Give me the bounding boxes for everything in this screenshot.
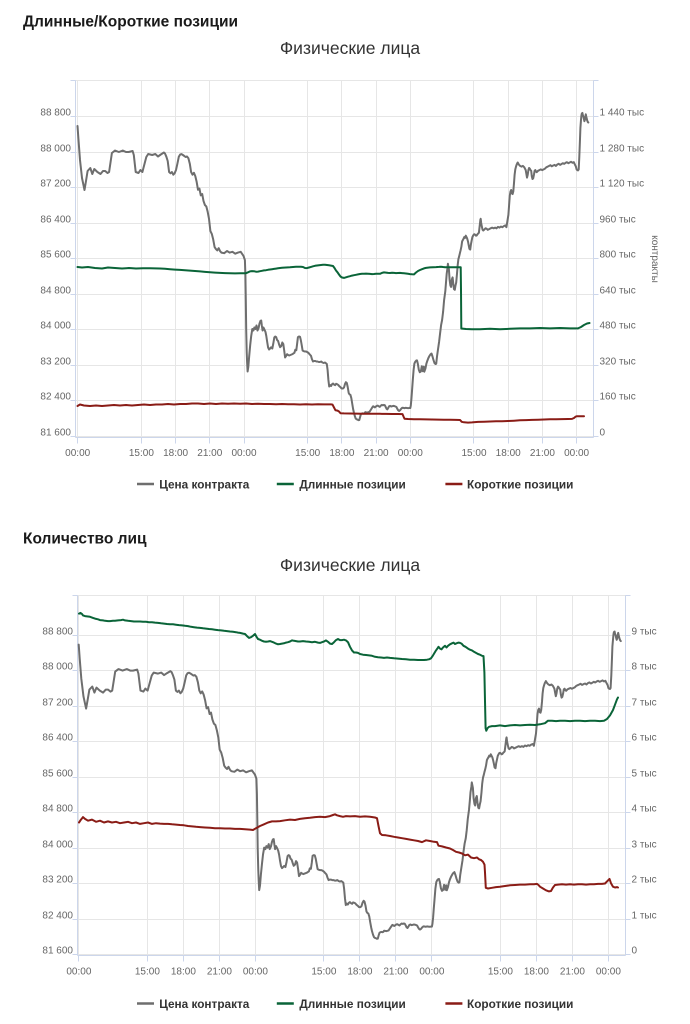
svg-text:15:00: 15:00 [129, 448, 154, 459]
svg-text:18:00: 18:00 [329, 448, 354, 459]
svg-text:15:00: 15:00 [135, 967, 160, 978]
svg-text:21:00: 21:00 [197, 448, 222, 459]
svg-text:Цена контракта: Цена контракта [159, 997, 250, 1011]
svg-text:320 тыс: 320 тыс [600, 357, 636, 368]
svg-text:21:00: 21:00 [560, 967, 585, 978]
svg-text:88 800: 88 800 [42, 627, 73, 638]
svg-text:3 тыс: 3 тыс [632, 840, 657, 851]
svg-text:1 440 тыс: 1 440 тыс [600, 108, 645, 119]
svg-text:1 280 тыс: 1 280 тыс [600, 144, 645, 155]
svg-text:Цена контракта: Цена контракта [159, 477, 250, 491]
svg-text:0: 0 [600, 428, 606, 439]
svg-text:84 800: 84 800 [40, 286, 71, 297]
svg-text:5 тыс: 5 тыс [632, 769, 657, 780]
svg-text:21:00: 21:00 [364, 448, 389, 459]
svg-text:88 800: 88 800 [40, 108, 71, 119]
svg-text:87 200: 87 200 [40, 179, 71, 190]
svg-text:00:00: 00:00 [564, 448, 589, 459]
svg-text:87 200: 87 200 [42, 698, 73, 709]
svg-text:640 тыс: 640 тыс [600, 286, 636, 297]
svg-text:83 200: 83 200 [42, 875, 73, 886]
svg-text:00:00: 00:00 [596, 967, 621, 978]
svg-text:00:00: 00:00 [231, 448, 256, 459]
svg-text:82 400: 82 400 [40, 392, 71, 403]
svg-text:18:00: 18:00 [496, 448, 521, 459]
svg-text:Длинные/Короткие позиции: Длинные/Короткие позиции [23, 14, 238, 31]
svg-text:контракты: контракты [649, 235, 660, 283]
svg-text:Короткие позиции: Короткие позиции [467, 477, 573, 491]
svg-text:15:00: 15:00 [295, 448, 320, 459]
svg-text:18:00: 18:00 [347, 967, 372, 978]
svg-text:00:00: 00:00 [398, 448, 423, 459]
svg-text:84 000: 84 000 [42, 840, 73, 851]
svg-text:81 600: 81 600 [42, 946, 73, 957]
svg-text:Физические лица: Физические лица [280, 555, 421, 575]
svg-text:84 800: 84 800 [42, 804, 73, 815]
svg-text:480 тыс: 480 тыс [600, 321, 636, 332]
svg-text:Короткие позиции: Короткие позиции [467, 997, 573, 1011]
svg-text:960 тыс: 960 тыс [600, 215, 636, 226]
svg-text:82 400: 82 400 [42, 911, 73, 922]
svg-text:18:00: 18:00 [163, 448, 188, 459]
svg-text:0: 0 [632, 946, 638, 957]
svg-text:21:00: 21:00 [207, 967, 232, 978]
svg-text:Длинные позиции: Длинные позиции [299, 997, 405, 1011]
svg-text:Количество лиц: Количество лиц [23, 531, 147, 548]
svg-text:15:00: 15:00 [461, 448, 486, 459]
svg-text:88 000: 88 000 [40, 144, 71, 155]
svg-text:15:00: 15:00 [488, 967, 513, 978]
svg-text:1 тыс: 1 тыс [632, 911, 657, 922]
svg-text:86 400: 86 400 [42, 733, 73, 744]
svg-text:18:00: 18:00 [524, 967, 549, 978]
svg-text:21:00: 21:00 [530, 448, 555, 459]
svg-text:86 400: 86 400 [40, 215, 71, 226]
svg-text:9 тыс: 9 тыс [632, 627, 657, 638]
svg-text:1 120 тыс: 1 120 тыс [600, 179, 645, 190]
svg-text:2 тыс: 2 тыс [632, 875, 657, 886]
svg-text:Физические лица: Физические лица [280, 38, 421, 58]
svg-text:6 тыс: 6 тыс [632, 733, 657, 744]
svg-text:160 тыс: 160 тыс [600, 392, 636, 403]
svg-text:81 600: 81 600 [40, 428, 71, 439]
svg-text:00:00: 00:00 [419, 967, 444, 978]
svg-text:85 600: 85 600 [42, 769, 73, 780]
svg-text:84 000: 84 000 [40, 321, 71, 332]
svg-text:15:00: 15:00 [311, 967, 336, 978]
svg-text:88 000: 88 000 [42, 662, 73, 673]
svg-text:800 тыс: 800 тыс [600, 250, 636, 261]
svg-text:7 тыс: 7 тыс [632, 698, 657, 709]
svg-text:21:00: 21:00 [383, 967, 408, 978]
svg-text:4 тыс: 4 тыс [632, 804, 657, 815]
svg-text:00:00: 00:00 [243, 967, 268, 978]
svg-text:00:00: 00:00 [66, 967, 91, 978]
svg-text:85 600: 85 600 [40, 250, 71, 261]
svg-text:Длинные позиции: Длинные позиции [299, 477, 405, 491]
svg-text:8 тыс: 8 тыс [632, 662, 657, 673]
svg-text:00:00: 00:00 [65, 448, 90, 459]
svg-text:83 200: 83 200 [40, 357, 71, 368]
svg-text:18:00: 18:00 [171, 967, 196, 978]
